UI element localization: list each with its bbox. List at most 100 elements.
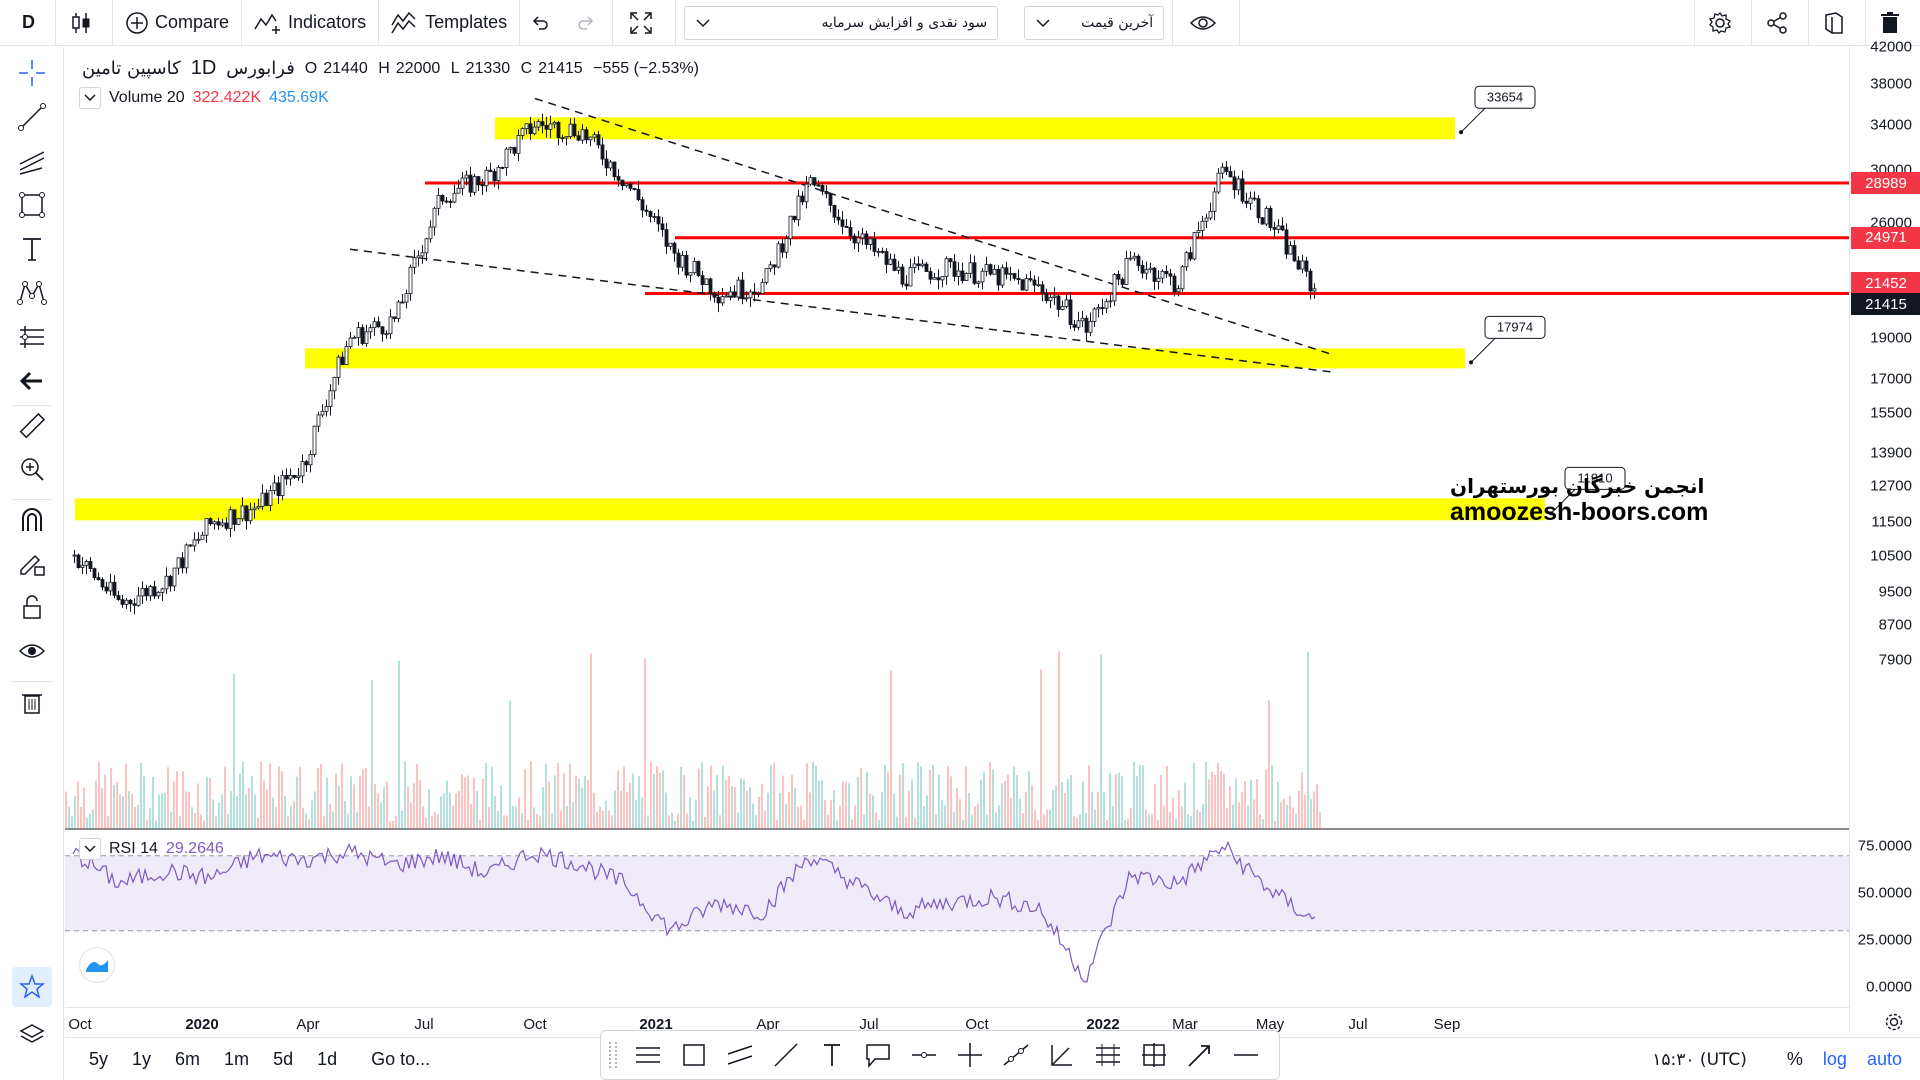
log-toggle[interactable]: log [1822,1049,1847,1069]
candle-body [372,321,377,329]
draw-text[interactable] [809,1032,855,1078]
candles-icon [72,12,90,33]
volume-bar [1109,773,1111,829]
visibility-button[interactable] [1172,0,1241,46]
draw-trendline[interactable] [763,1032,809,1078]
chevron-down-icon [84,845,96,853]
volume-bar [344,800,346,829]
price-chart[interactable]: 33654 17974 11910 [65,47,1849,1007]
time-tick: Mar [1172,1016,1198,1033]
price-axis[interactable]: 4200038000340003000026000220001900017000… [1849,39,1920,1032]
text-tool[interactable] [12,229,52,269]
trendline-tool[interactable] [12,97,52,137]
auto-toggle[interactable]: auto [1866,1049,1902,1069]
back-tool[interactable] [12,361,52,401]
templates-button[interactable]: Templates [379,0,521,46]
draw-callout[interactable] [855,1032,901,1078]
volume-bar [701,762,703,829]
volume-bar [1076,817,1078,829]
chart-settings-button[interactable] [1884,1012,1904,1037]
fullscreen-button[interactable] [613,0,677,46]
prediction-tool[interactable] [12,317,52,357]
candle-body [872,238,877,252]
volume-bar [1238,802,1240,829]
volume-bar [155,820,157,829]
hide-drawings-tool[interactable] [12,631,52,671]
candle-body [444,200,449,203]
crosshair-icon [19,60,45,86]
volume-bar [203,820,205,829]
collapse-volume-button[interactable] [79,87,101,109]
delete-button[interactable] [1865,0,1920,46]
candle-body [400,301,405,304]
layout-select[interactable]: سود نقدی و افزایش سرمایه [684,5,999,40]
chart-pane[interactable]: 33654 17974 11910 کاسپین تامین 1D فرابورس … [65,47,1849,1007]
draw-horizontal-lines[interactable] [625,1032,671,1078]
draw-arrow[interactable] [1177,1032,1223,1078]
volume-bar [707,786,709,829]
volume-bar [962,820,964,829]
volume-bar [1211,772,1213,829]
draw-angle[interactable] [1039,1032,1085,1078]
interval-button[interactable]: D [0,0,56,46]
magnet-tool[interactable] [12,499,52,539]
volume-bar [296,776,298,829]
favorites-tool[interactable] [12,967,52,1007]
volume-bar [755,815,757,829]
draw-parallel-channel[interactable] [717,1032,763,1078]
indicators-button[interactable]: Indicators [242,0,380,46]
compare-button[interactable]: Compare [113,0,243,46]
crosshair-tool[interactable] [12,53,52,93]
percent-toggle[interactable]: % [1786,1049,1803,1069]
range-5y[interactable]: 5y [89,1048,109,1069]
volume-bar [299,766,301,829]
goto-button[interactable]: Go to... [371,1048,431,1069]
redo-button[interactable] [566,0,614,46]
pattern-tool[interactable] [12,273,52,313]
range-1y[interactable]: 1y [132,1048,152,1069]
draw-fixed-range[interactable] [1131,1032,1177,1078]
candle-body [416,255,421,259]
draw-extended-line[interactable] [993,1032,1039,1078]
shapes-tool[interactable] [12,185,52,225]
fib-tool[interactable] [12,141,52,181]
draw-cross-line[interactable] [947,1032,993,1078]
price-tick: 42000 [1870,38,1912,56]
timezone-label[interactable]: ۱۵:۳۰ (UTC) [1652,1049,1747,1070]
volume-bar [470,803,472,829]
range-6m[interactable]: 6m [175,1048,201,1069]
zoom-tool[interactable] [12,449,52,489]
time-axis[interactable]: Oct 2020 Apr Jul Oct 2021 Apr Jul Oct 2022 Mar May J… [65,1007,1903,1037]
range-5d[interactable]: 5d [273,1048,294,1069]
ideas-button[interactable] [1808,0,1865,46]
drag-handle[interactable] [609,1042,617,1068]
remove-drawings-tool[interactable] [12,681,52,721]
volume-bar [494,796,496,829]
volume-bar [767,792,769,829]
share-button[interactable] [1751,0,1808,46]
draw-horizontal-ray[interactable] [901,1032,947,1078]
candle-body [584,129,589,141]
tradingview-logo[interactable] [79,947,115,983]
candle-body [1096,307,1101,310]
volume-bar [1253,799,1255,829]
draw-line-short[interactable] [1223,1032,1269,1078]
candle-body [452,192,457,203]
undo-button[interactable] [520,0,566,46]
price-tick: 12700 [1870,477,1912,495]
price-source-select[interactable]: آخرین قیمت [1024,5,1165,40]
volume-bar [866,771,868,829]
lock-draw-tool[interactable] [12,543,52,583]
candle-body [1000,267,1005,286]
collapse-rsi-button[interactable] [79,838,101,860]
range-1m[interactable]: 1m [224,1048,250,1069]
draw-rectangle[interactable] [671,1032,717,1078]
candle-body [412,257,417,268]
range-1d[interactable]: 1d [317,1048,338,1069]
ruler-tool[interactable] [12,405,52,445]
lock-all-tool[interactable] [12,587,52,627]
object-tree-tool[interactable] [12,1015,52,1055]
settings-button[interactable] [1694,0,1751,46]
chart-type-button[interactable] [56,0,113,46]
draw-regression[interactable] [1085,1032,1131,1078]
